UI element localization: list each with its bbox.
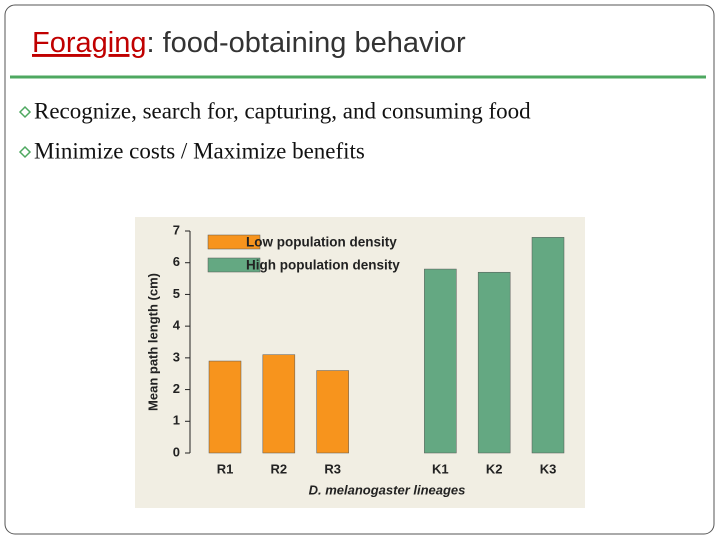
x-tick-label: K3 <box>540 461 557 476</box>
legend-label: Low population density <box>246 235 397 250</box>
y-tick-label: 4 <box>173 318 181 333</box>
chart: 0 1 2 3 4 5 6 7 Mean path length (cm) D. melanoga… <box>145 222 565 497</box>
legend-label: High population density <box>246 258 400 273</box>
bar <box>262 354 296 454</box>
y-axis-label: Mean path length (cm) <box>145 273 160 411</box>
x-tick-label: R1 <box>217 461 234 476</box>
y-tick-label: 6 <box>173 254 180 269</box>
y-tick-label: 2 <box>173 381 180 396</box>
bullet: Recognize, search for, capturing, and co… <box>34 98 531 123</box>
x-axis-label: D. melanogaster lineages <box>309 482 466 497</box>
x-tick-label: K2 <box>486 461 503 476</box>
bar <box>208 360 242 454</box>
bar <box>531 237 565 454</box>
bullet-icon <box>18 145 32 159</box>
legend-swatch <box>207 257 261 273</box>
y-tick-label: 0 <box>173 444 180 459</box>
slide-title: Foraging: food-obtaining behavior <box>32 27 466 59</box>
x-tick-label: R2 <box>271 461 288 476</box>
y-tick-label: 1 <box>173 413 180 428</box>
y-tick-label: 3 <box>173 349 180 364</box>
title-term: Foraging <box>32 27 146 59</box>
legend-swatch <box>207 234 261 250</box>
bar <box>477 271 511 454</box>
x-tick-label: K1 <box>432 461 449 476</box>
bar <box>316 370 349 454</box>
x-tick-label: R3 <box>324 461 341 476</box>
y-tick-label: 7 <box>173 222 180 237</box>
bullet-icon <box>18 105 32 119</box>
bar <box>424 268 457 454</box>
title-rest: : food-obtaining behavior <box>146 27 466 59</box>
y-tick-label: 5 <box>173 286 180 301</box>
bullet: Minimize costs / Maximize benefits <box>34 138 365 163</box>
